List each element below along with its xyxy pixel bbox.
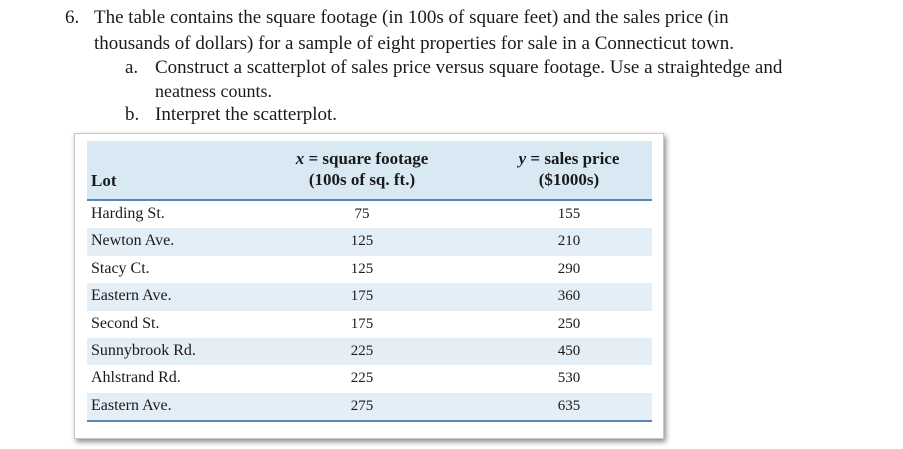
table-row: Stacy Ct. 125 290 [87, 256, 652, 283]
cell-lot: Newton Ave. [91, 232, 175, 250]
cell-lot: Sunnybrook Rd. [91, 341, 196, 359]
cell-lot: Second St. [91, 314, 160, 332]
header-sales-price: y = sales price ($1000s) [494, 148, 644, 190]
part-a-text-line-2: neatness counts. [155, 81, 272, 101]
data-table-inner: Lot x = square footage (100s of sq. ft.)… [87, 141, 652, 423]
cell-sales-price: 210 [557, 233, 581, 250]
header-x-unit: (100s of sq. ft.) [308, 170, 416, 189]
table-header: Lot x = square footage (100s of sq. ft.)… [87, 141, 652, 201]
part-a-text-line-1: Construct a scatterplot of sales price v… [155, 57, 783, 78]
cell-lot: Eastern Ave. [91, 287, 172, 305]
header-x-desc: = square footage [304, 149, 429, 168]
question-number: 6. [65, 7, 80, 28]
cell-square-footage: 275 [350, 397, 374, 414]
table-row: Sunnybrook Rd. 225 450 [87, 337, 652, 366]
cell-sales-price: 155 [557, 206, 581, 222]
cell-sales-price: 635 [557, 397, 581, 414]
header-y-var: y [518, 149, 527, 168]
cell-square-footage: 175 [350, 288, 374, 305]
table-row: Second St. 175 250 [87, 311, 652, 338]
cell-lot: Ahlstrand Rd. [91, 369, 181, 387]
part-b-text: Interpret the scatterplot. [155, 104, 338, 125]
cell-square-footage: 225 [350, 370, 374, 387]
table-row: Eastern Ave. 175 360 [87, 283, 652, 311]
header-y-unit: ($1000s) [538, 170, 600, 189]
header-square-footage: x = square footage (100s of sq. ft.) [277, 148, 447, 190]
data-table: Lot x = square footage (100s of sq. ft.)… [74, 133, 664, 439]
cell-square-footage: 75 [354, 206, 370, 222]
cell-sales-price: 450 [557, 342, 581, 359]
cell-square-footage: 175 [350, 315, 374, 332]
table-row: Ahlstrand Rd. 225 530 [87, 365, 652, 392]
question-text-line-1: The table contains the square footage (i… [94, 7, 729, 28]
cell-square-footage: 225 [350, 342, 374, 359]
cell-sales-price: 360 [557, 288, 581, 305]
question-text-line-2: thousands of dollars) for a sample of ei… [94, 33, 735, 54]
cell-square-footage: 125 [350, 260, 374, 277]
cell-lot: Stacy Ct. [91, 259, 150, 277]
cell-lot: Harding St. [91, 205, 165, 222]
table-row: Eastern Ave. 275 635 [87, 392, 652, 421]
cell-sales-price: 250 [557, 315, 581, 332]
cell-sales-price: 290 [557, 260, 581, 277]
cell-square-footage: 125 [350, 233, 374, 250]
header-lot: Lot [91, 171, 117, 190]
table-row: Newton Ave. 125 210 [87, 228, 652, 256]
part-a-label: a. [125, 57, 139, 78]
header-x-var: x [295, 149, 305, 168]
table-row: Harding St. 75 155 [87, 201, 652, 228]
header-y-desc: = sales price [526, 149, 620, 168]
cell-sales-price: 530 [557, 370, 581, 387]
table-bottom-rule [87, 420, 652, 423]
part-b-label: b. [125, 104, 140, 125]
cell-lot: Eastern Ave. [91, 396, 172, 414]
